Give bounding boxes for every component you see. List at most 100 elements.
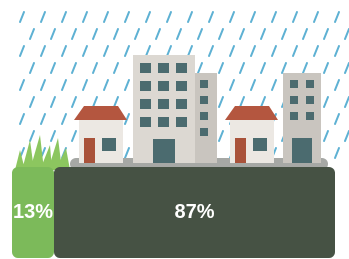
- raindrop: [83, 80, 87, 90]
- raindrop: [345, 131, 349, 141]
- house: [74, 106, 127, 163]
- raindrop: [314, 46, 318, 56]
- raindrop: [314, 12, 318, 22]
- raindrop: [62, 12, 66, 22]
- raindrop: [125, 148, 129, 158]
- raindrop: [335, 114, 339, 124]
- raindrop: [261, 63, 265, 73]
- raindrop: [219, 97, 223, 107]
- raindrop: [261, 97, 265, 107]
- raindrop: [272, 80, 276, 90]
- raindrop: [62, 114, 66, 124]
- raindrop: [146, 12, 150, 22]
- raindrop: [324, 29, 328, 39]
- raindrop: [282, 63, 286, 73]
- raindrop: [230, 80, 234, 90]
- raindrop: [345, 63, 349, 73]
- raindrop: [230, 12, 234, 22]
- raindrop: [167, 46, 171, 56]
- raindrop: [240, 63, 244, 73]
- raindrop: [125, 80, 129, 90]
- house: [225, 106, 278, 163]
- raindrop: [125, 12, 129, 22]
- raindrop: [209, 12, 213, 22]
- raindrop: [41, 46, 45, 56]
- raindrop: [345, 29, 349, 39]
- raindrop: [209, 46, 213, 56]
- city: [15, 55, 328, 170]
- raindrop: [51, 131, 55, 141]
- raindrop: [335, 80, 339, 90]
- raindrop: [114, 29, 118, 39]
- raindrop: [51, 29, 55, 39]
- raindrop: [135, 29, 139, 39]
- raindrop: [62, 46, 66, 56]
- raindrop: [51, 63, 55, 73]
- raindrop: [324, 97, 328, 107]
- raindrop: [20, 12, 24, 22]
- bar-group: 13% 87%: [12, 167, 335, 258]
- raindrop: [303, 29, 307, 39]
- raindrop: [230, 46, 234, 56]
- raindrop: [251, 80, 255, 90]
- raindrop: [188, 46, 192, 56]
- raindrop: [93, 63, 97, 73]
- raindrop: [104, 46, 108, 56]
- raindrop: [177, 29, 181, 39]
- raindrop: [30, 63, 34, 73]
- raindrop: [293, 12, 297, 22]
- raindrop: [345, 97, 349, 107]
- raindrop: [188, 12, 192, 22]
- raindrop: [41, 12, 45, 22]
- raindrop: [72, 97, 76, 107]
- raindrop: [114, 63, 118, 73]
- raindrop: [51, 97, 55, 107]
- raindrop: [83, 46, 87, 56]
- raindrop: [20, 46, 24, 56]
- raindrop: [219, 29, 223, 39]
- raindrop: [41, 114, 45, 124]
- raindrop: [30, 131, 34, 141]
- raindrop: [30, 97, 34, 107]
- chart: 13% 87%: [0, 0, 349, 259]
- raindrop: [198, 63, 202, 73]
- raindrop: [20, 114, 24, 124]
- raindrop: [72, 29, 76, 39]
- raindrop: [251, 46, 255, 56]
- raindrop: [72, 63, 76, 73]
- raindrop: [83, 12, 87, 22]
- raindrop: [125, 46, 129, 56]
- raindrop: [335, 148, 339, 158]
- raindrop: [30, 29, 34, 39]
- value-label: 87%: [174, 201, 214, 223]
- raindrop: [261, 29, 265, 39]
- raindrop: [146, 46, 150, 56]
- raindrop: [93, 97, 97, 107]
- raindrop: [240, 97, 244, 107]
- raindrop: [41, 80, 45, 90]
- raindrop: [272, 46, 276, 56]
- raindrop: [198, 29, 202, 39]
- raindrop: [104, 12, 108, 22]
- raindrop: [93, 29, 97, 39]
- raindrop: [324, 131, 328, 141]
- value-label: 13%: [13, 201, 53, 223]
- raindrop: [219, 63, 223, 73]
- raindrop: [219, 131, 223, 141]
- raindrop: [156, 29, 160, 39]
- raindrop: [62, 80, 66, 90]
- raindrop: [20, 80, 24, 90]
- raindrop: [335, 12, 339, 22]
- raindrop: [282, 29, 286, 39]
- raindrop: [335, 46, 339, 56]
- raindrop: [272, 12, 276, 22]
- raindrop: [72, 131, 76, 141]
- raindrop: [293, 46, 297, 56]
- raindrop: [251, 12, 255, 22]
- raindrop: [104, 80, 108, 90]
- raindrop: [114, 97, 118, 107]
- raindrop: [240, 29, 244, 39]
- raindrop: [167, 12, 171, 22]
- raindrop: [324, 63, 328, 73]
- raindrop: [303, 63, 307, 73]
